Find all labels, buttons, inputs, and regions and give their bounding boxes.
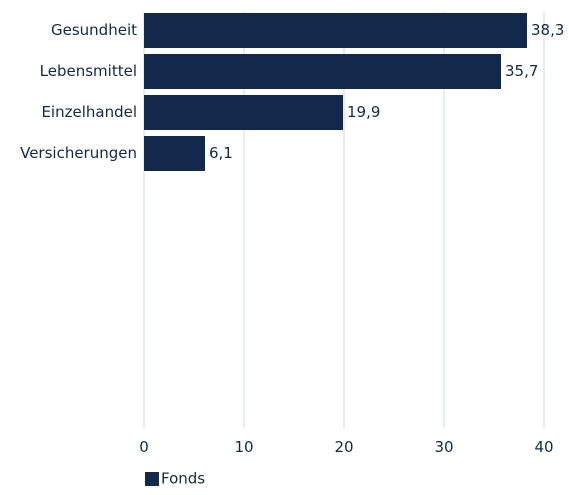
- value-label-gesundheit: 38,3: [531, 21, 564, 39]
- category-label-einzelhandel: Einzelhandel: [41, 103, 137, 121]
- bar-lebensmittel: [144, 54, 501, 89]
- bar-einzelhandel: [144, 95, 343, 130]
- bar-versicherungen: [144, 136, 205, 171]
- x-tick-label-10: 10: [234, 438, 253, 456]
- category-label-versicherungen: Versicherungen: [20, 144, 137, 162]
- value-label-lebensmittel: 35,7: [505, 62, 538, 80]
- value-label-einzelhandel: 19,9: [347, 103, 380, 121]
- bars: [144, 13, 527, 171]
- category-labels: Gesundheit Lebensmittel Einzelhandel Versic…: [20, 21, 137, 162]
- x-axis-tick-labels: 0 10 20 30 40: [139, 438, 553, 456]
- x-tick-label-0: 0: [139, 438, 149, 456]
- value-label-versicherungen: 6,1: [209, 144, 233, 162]
- x-tick-label-30: 30: [434, 438, 453, 456]
- category-label-lebensmittel: Lebensmittel: [40, 62, 137, 80]
- legend: Fonds: [145, 470, 205, 488]
- category-label-gesundheit: Gesundheit: [51, 21, 137, 39]
- legend-swatch-fonds: [145, 472, 159, 486]
- x-tick-label-20: 20: [334, 438, 353, 456]
- bar-gesundheit: [144, 13, 527, 48]
- legend-label-fonds: Fonds: [161, 470, 205, 488]
- value-labels: 38,3 35,7 19,9 6,1: [209, 21, 564, 162]
- x-tick-label-40: 40: [534, 438, 553, 456]
